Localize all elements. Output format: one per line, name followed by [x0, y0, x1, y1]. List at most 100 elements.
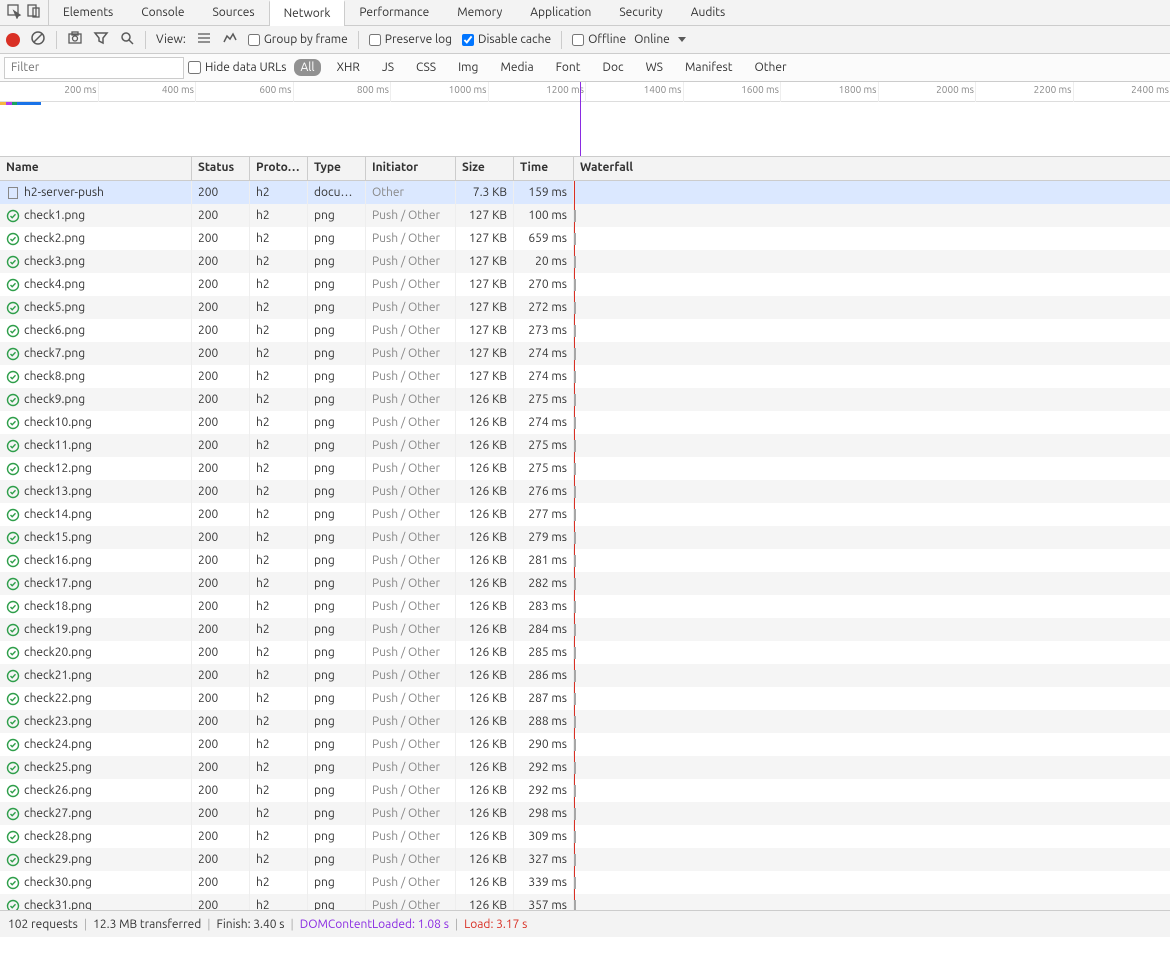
- table-row[interactable]: check13.png200h2pngPush / Other126 KB276…: [0, 480, 1170, 503]
- record-button[interactable]: [6, 33, 20, 47]
- filter-type-js[interactable]: JS: [376, 59, 400, 76]
- status-finish: Finish: 3.40 s: [217, 918, 285, 931]
- table-row[interactable]: check5.png200h2pngPush / Other127 KB272 …: [0, 296, 1170, 319]
- tab-memory[interactable]: Memory: [443, 0, 516, 25]
- tab-sources[interactable]: Sources: [198, 0, 268, 25]
- image-ok-icon: [6, 577, 20, 591]
- table-row[interactable]: check4.png200h2pngPush / Other127 KB270 …: [0, 273, 1170, 296]
- hide-data-urls-checkbox[interactable]: Hide data URLs: [188, 61, 286, 74]
- cell-type: png: [308, 802, 366, 825]
- cell-size: 7.3 KB: [456, 181, 514, 204]
- devtools-tabstrip: ElementsConsoleSourcesNetworkPerformance…: [0, 0, 1170, 26]
- column-protocol[interactable]: Proto…: [250, 157, 308, 180]
- tab-security[interactable]: Security: [605, 0, 676, 25]
- table-row[interactable]: check20.png200h2pngPush / Other126 KB285…: [0, 641, 1170, 664]
- cell-status: 200: [192, 848, 250, 871]
- table-row[interactable]: check15.png200h2pngPush / Other126 KB279…: [0, 526, 1170, 549]
- network-table: Name Status Proto… Type Initiator Size T…: [0, 157, 1170, 911]
- throttling-select[interactable]: Online: [634, 33, 670, 46]
- tab-console[interactable]: Console: [127, 0, 198, 25]
- cell-size: 126 KB: [456, 733, 514, 756]
- cell-type: png: [308, 618, 366, 641]
- cell-name: check5.png: [0, 296, 192, 319]
- cell-size: 127 KB: [456, 296, 514, 319]
- filter-type-img[interactable]: Img: [452, 59, 484, 76]
- table-row[interactable]: check1.png200h2pngPush / Other127 KB100 …: [0, 204, 1170, 227]
- table-row[interactable]: check11.png200h2pngPush / Other126 KB275…: [0, 434, 1170, 457]
- status-requests: 102 requests: [8, 918, 78, 931]
- clear-button[interactable]: [30, 30, 46, 49]
- column-initiator[interactable]: Initiator: [366, 157, 456, 180]
- column-status[interactable]: Status: [192, 157, 250, 180]
- chevron-down-icon[interactable]: [678, 37, 686, 42]
- filter-type-media[interactable]: Media: [494, 59, 539, 76]
- large-rows-icon[interactable]: [196, 30, 212, 49]
- inspect-icon[interactable]: [6, 3, 22, 22]
- cell-status: 200: [192, 871, 250, 894]
- cell-protocol: h2: [250, 342, 308, 365]
- timeline-overview[interactable]: 200 ms400 ms600 ms800 ms1000 ms1200 ms14…: [0, 82, 1170, 157]
- preserve-log-checkbox[interactable]: Preserve log: [369, 33, 452, 46]
- cell-waterfall: [574, 296, 1170, 319]
- cell-type: png: [308, 250, 366, 273]
- filter-type-other[interactable]: Other: [748, 59, 792, 76]
- tab-network[interactable]: Network: [269, 0, 346, 25]
- table-row[interactable]: check31.png200h2pngPush / Other126 KB357…: [0, 894, 1170, 911]
- device-toggle-icon[interactable]: [26, 3, 42, 22]
- tab-performance[interactable]: Performance: [345, 0, 443, 25]
- filter-type-all[interactable]: All: [294, 59, 320, 76]
- table-row[interactable]: check10.png200h2pngPush / Other126 KB274…: [0, 411, 1170, 434]
- table-row[interactable]: check24.png200h2pngPush / Other126 KB290…: [0, 733, 1170, 756]
- column-type[interactable]: Type: [308, 157, 366, 180]
- column-size[interactable]: Size: [456, 157, 514, 180]
- table-row[interactable]: check9.png200h2pngPush / Other126 KB275 …: [0, 388, 1170, 411]
- table-row[interactable]: check2.png200h2pngPush / Other127 KB659 …: [0, 227, 1170, 250]
- filter-type-css[interactable]: CSS: [410, 59, 442, 76]
- table-row[interactable]: check29.png200h2pngPush / Other126 KB327…: [0, 848, 1170, 871]
- cell-type: docu…: [308, 181, 366, 204]
- disable-cache-checkbox[interactable]: Disable cache: [462, 33, 551, 46]
- tab-application[interactable]: Application: [516, 0, 605, 25]
- table-row[interactable]: check23.png200h2pngPush / Other126 KB288…: [0, 710, 1170, 733]
- table-row[interactable]: check25.png200h2pngPush / Other126 KB292…: [0, 756, 1170, 779]
- table-row[interactable]: check30.png200h2pngPush / Other126 KB339…: [0, 871, 1170, 894]
- filter-type-xhr[interactable]: XHR: [331, 59, 366, 76]
- cell-status: 200: [192, 756, 250, 779]
- filter-type-ws[interactable]: WS: [640, 59, 669, 76]
- table-row[interactable]: check12.png200h2pngPush / Other126 KB275…: [0, 457, 1170, 480]
- table-row[interactable]: check14.png200h2pngPush / Other126 KB277…: [0, 503, 1170, 526]
- image-ok-icon: [6, 807, 20, 821]
- table-row[interactable]: check7.png200h2pngPush / Other127 KB274 …: [0, 342, 1170, 365]
- filter-input[interactable]: [4, 57, 184, 79]
- tab-elements[interactable]: Elements: [49, 0, 127, 25]
- column-time[interactable]: Time: [514, 157, 574, 180]
- table-row[interactable]: check28.png200h2pngPush / Other126 KB309…: [0, 825, 1170, 848]
- capture-screenshots-icon[interactable]: [67, 30, 83, 49]
- cell-size: 126 KB: [456, 595, 514, 618]
- table-row[interactable]: check6.png200h2pngPush / Other127 KB273 …: [0, 319, 1170, 342]
- table-row[interactable]: check21.png200h2pngPush / Other126 KB286…: [0, 664, 1170, 687]
- cell-waterfall: [574, 595, 1170, 618]
- cell-status: 200: [192, 296, 250, 319]
- filter-type-font[interactable]: Font: [550, 59, 587, 76]
- table-row[interactable]: check19.png200h2pngPush / Other126 KB284…: [0, 618, 1170, 641]
- group-by-frame-checkbox[interactable]: Group by frame: [248, 33, 348, 46]
- filter-type-doc[interactable]: Doc: [597, 59, 630, 76]
- column-name[interactable]: Name: [0, 157, 192, 180]
- table-row[interactable]: check17.png200h2pngPush / Other126 KB282…: [0, 572, 1170, 595]
- table-row[interactable]: check18.png200h2pngPush / Other126 KB283…: [0, 595, 1170, 618]
- filter-type-manifest[interactable]: Manifest: [679, 59, 738, 76]
- table-row[interactable]: check3.png200h2pngPush / Other127 KB20 m…: [0, 250, 1170, 273]
- table-row[interactable]: check8.png200h2pngPush / Other127 KB274 …: [0, 365, 1170, 388]
- table-row[interactable]: check16.png200h2pngPush / Other126 KB281…: [0, 549, 1170, 572]
- overview-icon[interactable]: [222, 30, 238, 49]
- table-row[interactable]: h2-server-push200h2docu…Other7.3 KB159 m…: [0, 181, 1170, 204]
- table-row[interactable]: check26.png200h2pngPush / Other126 KB292…: [0, 779, 1170, 802]
- offline-checkbox[interactable]: Offline: [572, 33, 626, 46]
- filter-icon[interactable]: [93, 30, 109, 49]
- tab-audits[interactable]: Audits: [677, 0, 740, 25]
- table-row[interactable]: check27.png200h2pngPush / Other126 KB298…: [0, 802, 1170, 825]
- search-icon[interactable]: [119, 30, 135, 49]
- table-row[interactable]: check22.png200h2pngPush / Other126 KB287…: [0, 687, 1170, 710]
- column-waterfall[interactable]: Waterfall: [574, 157, 1170, 180]
